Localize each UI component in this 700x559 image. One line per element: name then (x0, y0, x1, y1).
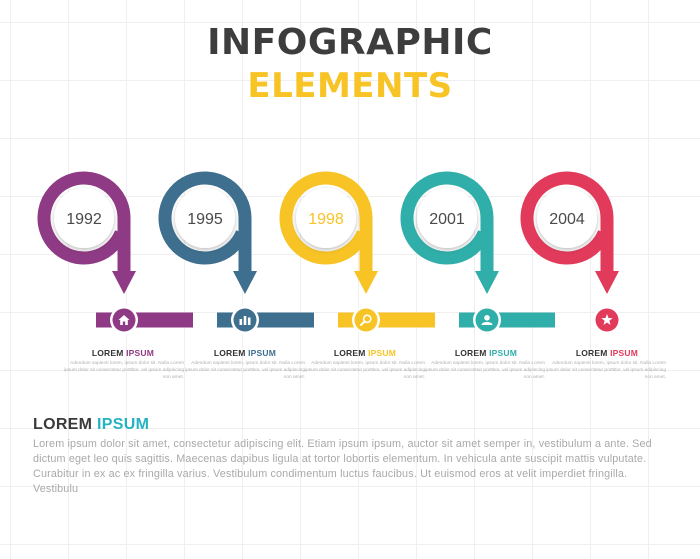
step-5-year: 2004 (549, 211, 585, 228)
step-2-ring (158, 171, 252, 272)
step-3-title: LOREM IPSUM (333, 348, 396, 358)
step-3-ring (279, 171, 373, 272)
user-icon (473, 306, 501, 334)
footer-paragraph: Lorem ipsum dolor sit amet, consectetur … (33, 438, 652, 495)
step-4-year: 2001 (429, 211, 465, 228)
step-1-year-disc (54, 188, 114, 248)
bar-chart-icon (231, 306, 259, 334)
step-3-description: Adendum sapienti lorem, ipsum dolor sit.… (305, 361, 425, 380)
step-3-year-disc (296, 188, 356, 248)
arrow-down-icon (475, 271, 499, 294)
home-icon (110, 306, 138, 334)
step-2-title: LOREM IPSUM (213, 348, 276, 358)
arrow-down-icon (112, 271, 136, 294)
timeline-step-5: 2004 (520, 171, 621, 334)
step-2-description: Adendum sapienti lorem, ipsum dolor sit.… (185, 361, 305, 380)
step-5-year-disc (537, 188, 597, 248)
timeline-step-1: 1992 (37, 171, 138, 334)
timeline-step-2: 1995 (158, 171, 259, 334)
timeline-step-4: 2001 (400, 171, 501, 334)
step-5-ring (520, 171, 614, 272)
step-4-year-disc (417, 188, 477, 248)
search-icon (352, 306, 380, 334)
step-3-year: 1998 (308, 211, 344, 228)
step-1-year: 1992 (66, 211, 102, 228)
step-5-title: LOREM IPSUM (575, 348, 638, 358)
step-2-year: 1995 (187, 211, 223, 228)
timeline-diagram: 1992 1995 1998 2001 2004 (37, 171, 621, 334)
page-title: INFOGRAPHIC (207, 22, 493, 63)
arrow-down-icon (595, 271, 619, 294)
step-1-ring (37, 171, 131, 272)
step-4-title: LOREM IPSUM (454, 348, 517, 358)
arrow-down-icon (233, 271, 257, 294)
step-1-description: Adendum sapienti lorem, ipsum dolor sit.… (64, 361, 184, 380)
step-4-ring (400, 171, 494, 272)
step-1-title: LOREM IPSUM (91, 348, 154, 358)
step-2-year-disc (175, 188, 235, 248)
timeline-step-3: 1998 (279, 171, 380, 334)
step-5-description: Adendum sapienti lorem, ipsum dolor sit.… (546, 361, 666, 380)
step-4-description: Adendum sapienti lorem, ipsum dolor sit.… (425, 361, 545, 380)
page-subtitle: ELEMENTS (247, 66, 453, 106)
arrow-down-icon (354, 271, 378, 294)
footer-heading: LOREM IPSUM (33, 416, 150, 433)
star-icon (593, 306, 621, 334)
